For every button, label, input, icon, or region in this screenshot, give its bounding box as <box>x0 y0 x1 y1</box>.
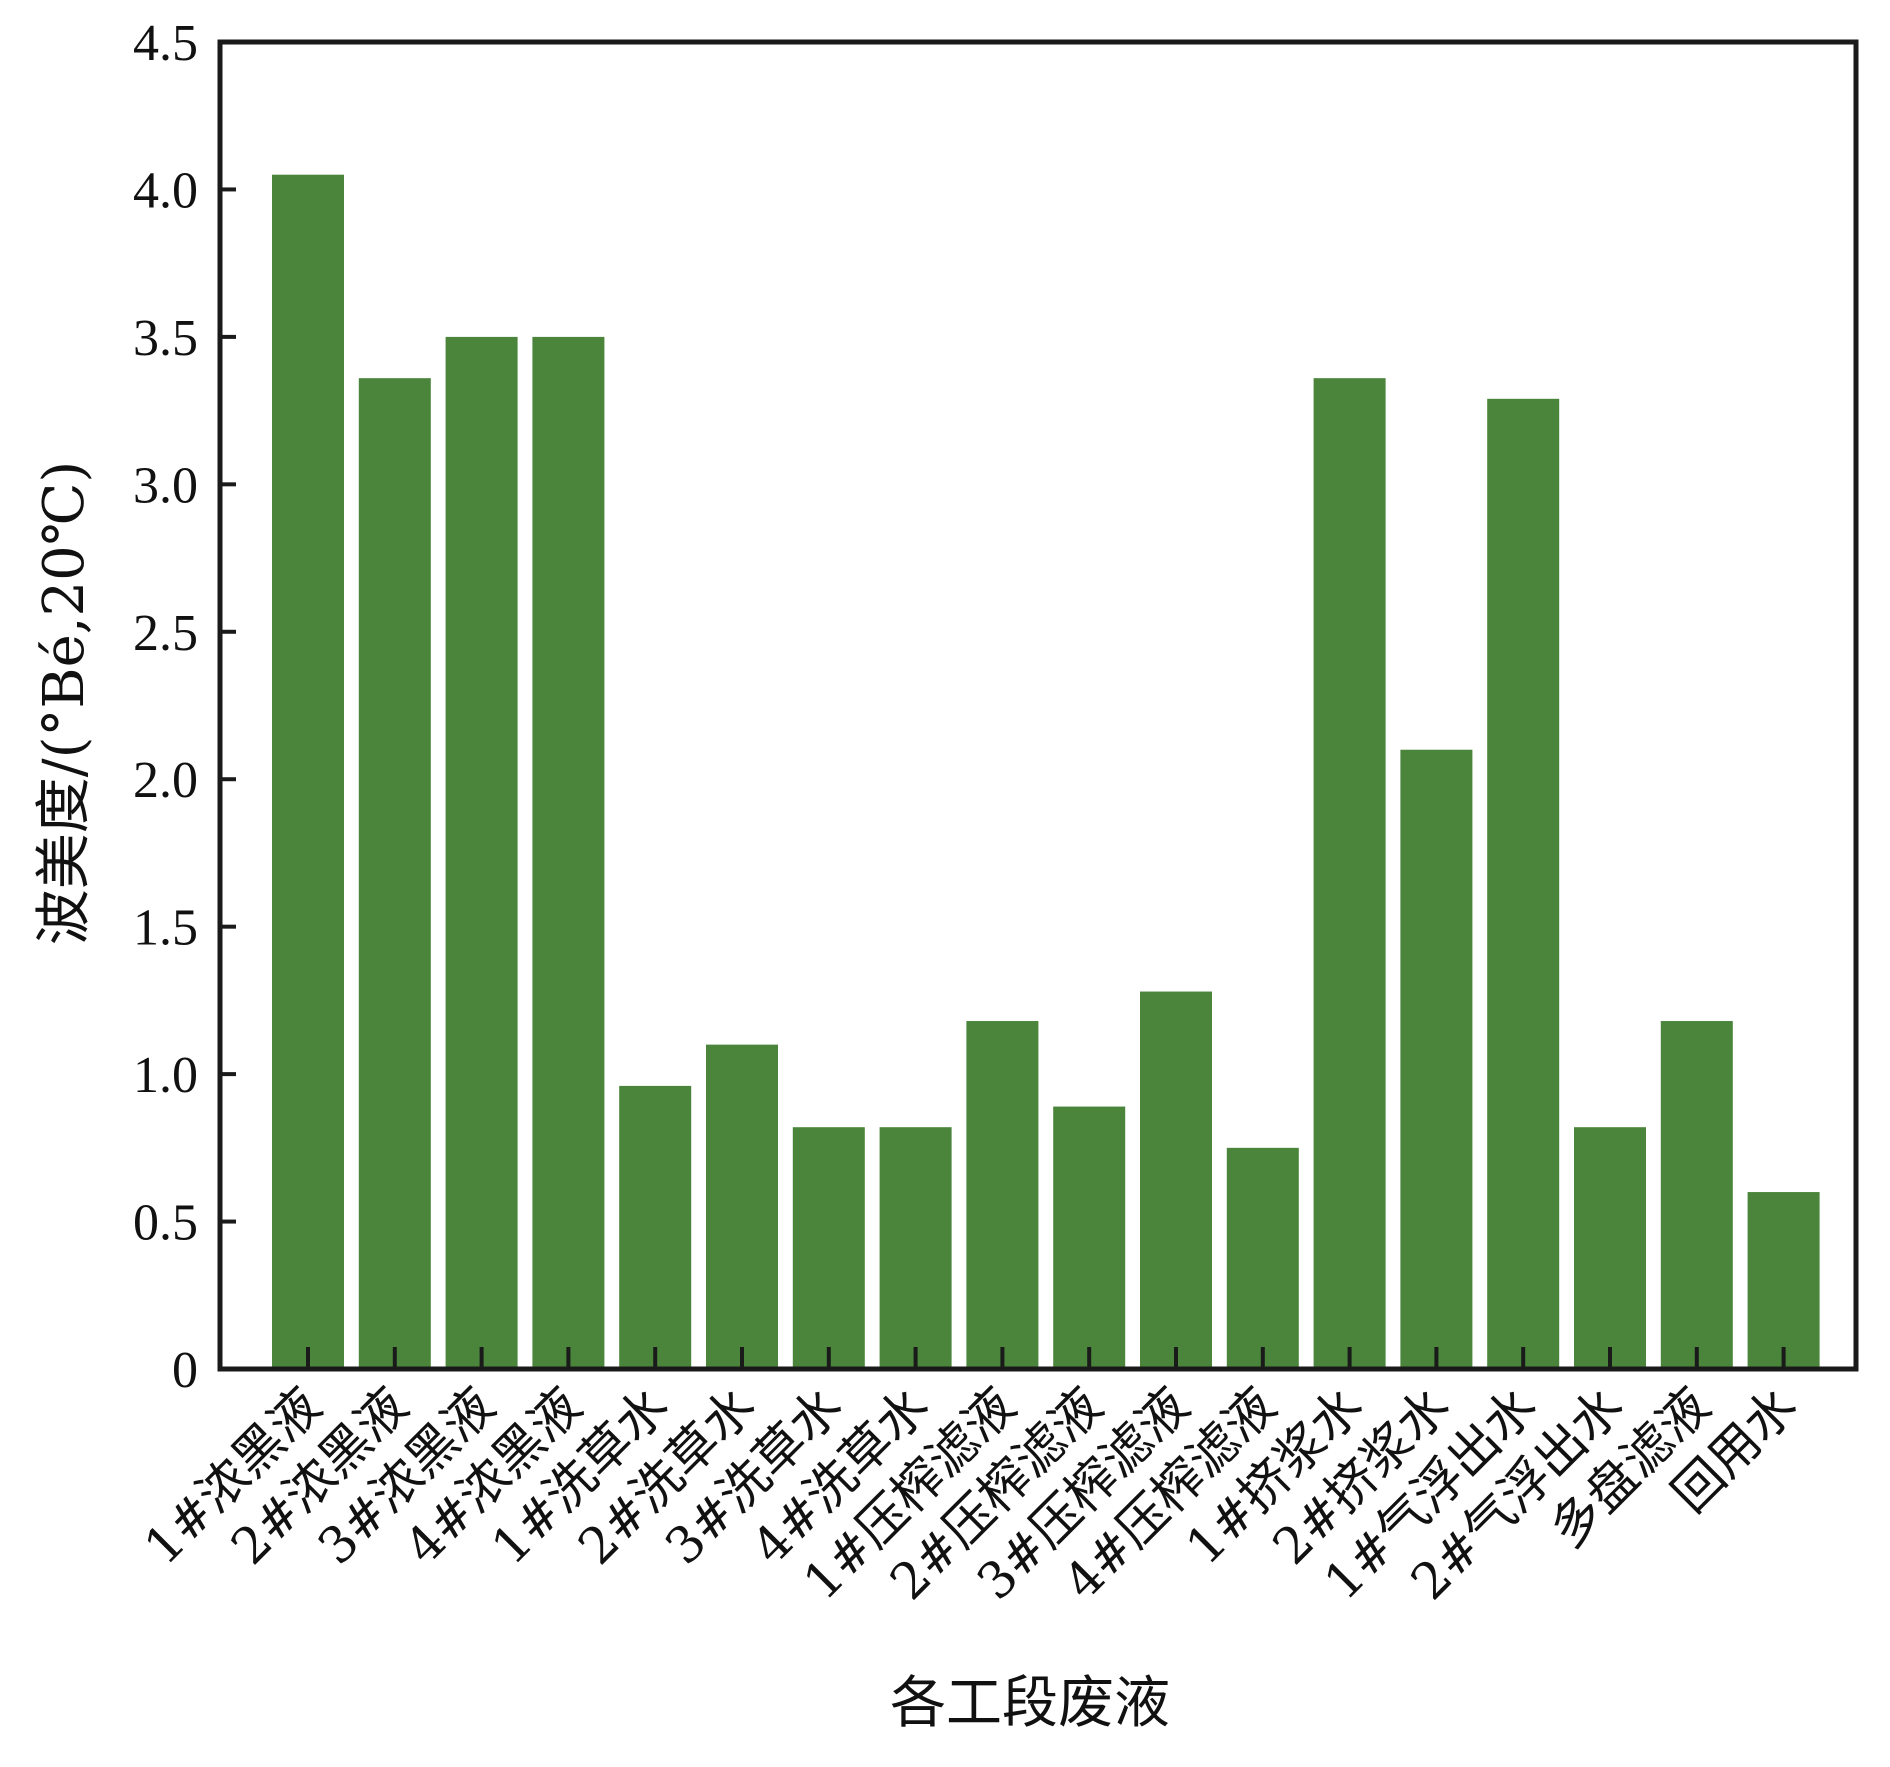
bar-13 <box>1313 378 1386 1369</box>
y-tick-label-5: 2.5 <box>133 605 198 662</box>
bar-18 <box>1747 1192 1820 1369</box>
bar-16 <box>1574 1127 1646 1369</box>
y-tick-label-4: 2.0 <box>133 752 198 809</box>
bar-17 <box>1660 1021 1733 1369</box>
bar-12 <box>1226 1147 1299 1369</box>
ticks-layer <box>220 40 1786 1371</box>
bar-10 <box>1053 1106 1126 1369</box>
y-tick-label-6: 3.0 <box>133 457 198 514</box>
x-axis-title: 各工段废液 <box>890 1671 1170 1736</box>
y-tick-label-8: 4.0 <box>133 162 198 219</box>
bar-11 <box>1140 991 1212 1369</box>
y-tick-label-7: 3.5 <box>133 310 198 367</box>
y-tick-labels: 0 0.5 1.0 1.5 2.0 2.5 3.0 3.5 4.0 4.5 <box>133 15 198 1399</box>
y-tick-label-0: 0 <box>172 1342 198 1399</box>
bar-7 <box>792 1127 865 1369</box>
y-tick-label-1: 0.5 <box>133 1195 198 1252</box>
bar-14 <box>1400 749 1473 1369</box>
x-tick-labels: 1#浓黑液2#浓黑液3#浓黑液4#浓黑液1#洗草水2#洗草水3#洗草水4#洗草水… <box>133 1376 1808 1611</box>
bar-8 <box>879 1127 952 1369</box>
bar-6 <box>706 1044 778 1369</box>
bar-5 <box>619 1085 692 1369</box>
bar-15 <box>1487 398 1560 1369</box>
bar-4 <box>532 336 605 1369</box>
y-tick-label-2: 1.0 <box>133 1047 198 1104</box>
bars-layer <box>272 174 1820 1370</box>
bar-3 <box>445 336 518 1369</box>
bar-1 <box>272 174 344 1370</box>
y-tick-label-3: 1.5 <box>133 900 198 957</box>
y-tick-label-9: 4.5 <box>133 15 198 72</box>
bar-9 <box>966 1021 1039 1369</box>
bar-2 <box>358 378 431 1369</box>
plot-frame <box>217 39 1859 1372</box>
y-axis-title: 波美度/(°Bé,20℃) <box>32 461 97 946</box>
